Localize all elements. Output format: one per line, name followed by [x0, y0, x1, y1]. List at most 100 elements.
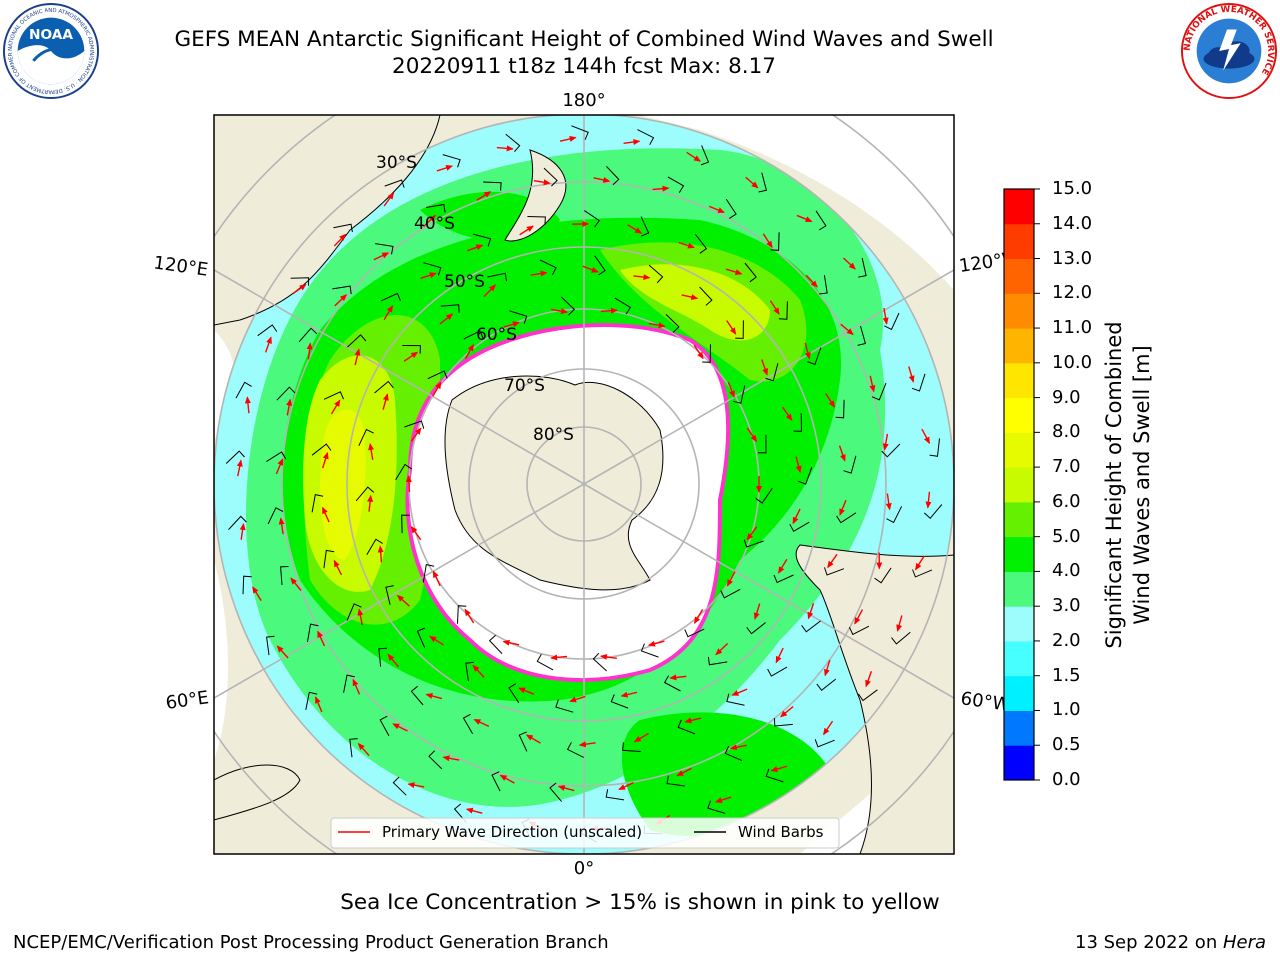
wind-barb — [404, 420, 425, 429]
colorbar-tick-label: 7.0 — [1052, 456, 1081, 478]
sea-ice-note: Sea Ice Concentration > 15% is shown in … — [340, 890, 940, 915]
wind-barb — [874, 567, 892, 584]
wind-barb — [228, 515, 247, 530]
wave-direction-arrow — [559, 135, 577, 142]
wind-barb — [857, 689, 878, 702]
wave-direction-arrow — [464, 608, 475, 624]
wave-direction-arrow — [775, 647, 784, 664]
wave-direction-arrow — [777, 558, 788, 574]
wind-barb — [732, 385, 746, 404]
wave-direction-arrow — [729, 744, 747, 751]
colorbar-segment — [1004, 536, 1034, 572]
wave-direction-arrow — [827, 553, 838, 569]
wind-barb — [440, 304, 460, 313]
wind-barb — [311, 443, 332, 456]
wave-direction-arrow — [896, 615, 903, 632]
wave-direction-arrow — [357, 742, 370, 756]
wave-direction-arrow — [731, 688, 748, 696]
wind-barb — [266, 635, 275, 656]
colorbar-tick-label: 13.0 — [1052, 247, 1093, 269]
sea-ice-edge — [405, 323, 731, 682]
date-text: 13 Sep 2022 on Hera — [1075, 932, 1266, 953]
wave-direction-arrow — [275, 458, 284, 475]
wave-direction-arrow — [678, 241, 695, 249]
wind-barb — [465, 661, 474, 682]
wave-direction-arrow — [407, 782, 425, 789]
wind-barb — [333, 223, 353, 233]
wave-direction-arrow — [439, 313, 454, 325]
colorbar-segment — [1004, 501, 1034, 538]
wave-direction-arrow — [530, 270, 548, 277]
wind-barb — [835, 399, 845, 419]
wave-direction-arrow — [869, 375, 876, 393]
noaa-logo-icon: NOAA NATIONAL OCEANIC AND ATMOSPHERIC AD… — [2, 2, 100, 100]
wind-barb — [726, 693, 745, 706]
wave-direction-arrow — [503, 321, 520, 328]
wave-direction-arrow — [686, 151, 701, 162]
wave-direction-arrow — [236, 459, 243, 477]
wind-barb — [648, 264, 664, 284]
wind-barb — [640, 216, 650, 237]
madagascar-land — [214, 764, 301, 821]
wind-barb — [816, 678, 837, 692]
wave-direction-arrow — [502, 639, 520, 646]
wave-direction-arrow — [306, 342, 313, 360]
lat-label-70s: 70°S — [504, 376, 545, 396]
wind-barb — [807, 347, 822, 366]
wind-barb — [267, 507, 284, 525]
colorbar-tick-label: 4.0 — [1052, 560, 1081, 582]
wave-direction-arrow — [333, 233, 347, 247]
wind-barb — [343, 674, 355, 693]
new-zealand-land — [504, 149, 567, 242]
wave-direction-arrow — [885, 493, 892, 511]
nws-logo-icon: NATIONAL WEATHER SERVICE — [1180, 2, 1278, 100]
colorbar-tick-label: 1.0 — [1052, 699, 1081, 721]
wind-barb — [789, 521, 810, 532]
wave-direction-arrow — [792, 508, 801, 525]
wind-barb — [427, 370, 448, 380]
lat-label-40s: 40°S — [414, 214, 455, 234]
wind-barb — [793, 413, 803, 432]
wind-barb — [667, 176, 685, 193]
wind-barb — [488, 634, 503, 654]
colorbar-segment — [1004, 606, 1034, 642]
wave-direction-arrow — [533, 179, 551, 186]
colorbar-tick-label: 0.0 — [1052, 769, 1081, 790]
wave-direction-arrow — [882, 307, 889, 325]
lat-label-80s: 80°S — [533, 425, 574, 445]
wind-barb — [543, 167, 558, 187]
wind-barb — [332, 285, 352, 295]
wave-direction-arrow — [432, 570, 441, 587]
wind-barb — [457, 605, 467, 624]
wind-barb — [349, 738, 358, 758]
wave-arrows — [236, 135, 932, 832]
wind-barb — [555, 699, 574, 713]
colorbar-tick-label: 12.0 — [1052, 282, 1093, 304]
colorbar-segment — [1004, 293, 1034, 329]
colorbar-label-line1: Significant Height of Combined — [1102, 321, 1126, 649]
wind-barbs — [225, 125, 943, 843]
wind-barb — [290, 277, 310, 286]
wave-direction-arrow — [464, 343, 474, 360]
wave-direction-arrow — [824, 659, 831, 677]
lon-label-120e: 120°E — [152, 252, 209, 280]
colorbar-segment — [1004, 640, 1034, 677]
wave-direction-arrow — [569, 695, 586, 703]
wind-barb — [815, 210, 827, 231]
wave-direction-arrow — [714, 796, 732, 803]
colorbar-segment — [1004, 571, 1034, 607]
wind-barb — [584, 210, 601, 228]
wind-barb — [724, 745, 743, 761]
wave-direction-arrow — [317, 630, 326, 647]
wind-barb — [765, 768, 784, 783]
wave-direction-arrow — [252, 586, 262, 601]
wind-barb — [225, 450, 245, 464]
wind-barb — [765, 363, 779, 382]
colorbar-tick-label: 8.0 — [1052, 421, 1081, 443]
wind-barb — [347, 334, 367, 348]
colorbar-tick-label: 9.0 — [1052, 386, 1081, 408]
wave-direction-arrow — [925, 491, 932, 509]
wind-barb — [881, 443, 901, 458]
wind-barb — [743, 539, 764, 548]
wind-barb — [911, 373, 926, 392]
